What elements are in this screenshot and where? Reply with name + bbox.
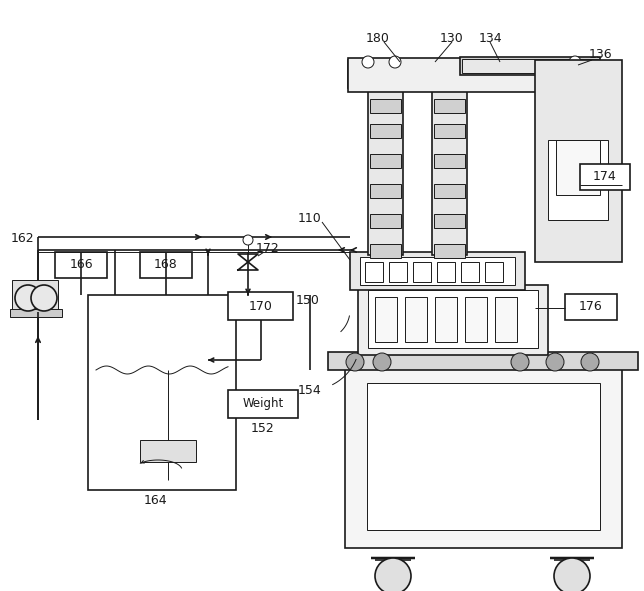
Text: 168: 168 bbox=[154, 258, 178, 271]
Text: 164: 164 bbox=[143, 493, 167, 506]
Bar bbox=[460, 57, 600, 75]
Text: 180: 180 bbox=[366, 31, 390, 44]
Circle shape bbox=[375, 558, 411, 591]
Bar bbox=[434, 244, 465, 258]
Bar bbox=[413, 262, 431, 282]
Circle shape bbox=[385, 63, 395, 73]
Bar bbox=[370, 154, 401, 168]
Text: 136: 136 bbox=[588, 48, 612, 61]
Circle shape bbox=[546, 353, 564, 371]
Bar bbox=[565, 294, 617, 320]
Bar bbox=[55, 252, 107, 278]
Bar bbox=[368, 290, 538, 348]
Bar bbox=[348, 60, 578, 88]
Text: 134: 134 bbox=[478, 31, 502, 44]
Circle shape bbox=[554, 558, 590, 591]
Circle shape bbox=[15, 285, 41, 311]
Circle shape bbox=[362, 56, 374, 68]
Bar bbox=[461, 262, 479, 282]
Bar bbox=[228, 390, 298, 418]
Text: 150: 150 bbox=[296, 294, 320, 307]
Bar bbox=[370, 99, 401, 113]
Bar bbox=[556, 140, 600, 195]
Bar bbox=[88, 295, 236, 490]
Text: Weight: Weight bbox=[242, 398, 283, 411]
Bar bbox=[355, 66, 570, 82]
Bar bbox=[140, 252, 192, 278]
Bar bbox=[434, 214, 465, 228]
Circle shape bbox=[360, 63, 370, 73]
Bar bbox=[580, 164, 630, 190]
Circle shape bbox=[373, 353, 391, 371]
Bar bbox=[434, 184, 465, 198]
Circle shape bbox=[389, 56, 401, 68]
Text: 152: 152 bbox=[251, 421, 275, 434]
Bar bbox=[434, 124, 465, 138]
Bar bbox=[465, 297, 487, 342]
Circle shape bbox=[511, 353, 529, 371]
Text: 166: 166 bbox=[69, 258, 93, 271]
Text: 154: 154 bbox=[298, 384, 322, 397]
Circle shape bbox=[581, 353, 599, 371]
Bar bbox=[328, 352, 638, 370]
Bar bbox=[368, 80, 403, 255]
Bar bbox=[375, 297, 397, 342]
Bar bbox=[535, 60, 622, 262]
Text: 110: 110 bbox=[298, 212, 322, 225]
Bar bbox=[345, 365, 622, 548]
Text: 170: 170 bbox=[249, 300, 273, 313]
Bar bbox=[434, 154, 465, 168]
Text: 130: 130 bbox=[440, 31, 464, 44]
Bar bbox=[370, 244, 401, 258]
Bar bbox=[140, 440, 196, 462]
Bar bbox=[360, 257, 515, 285]
Bar bbox=[367, 383, 600, 530]
Circle shape bbox=[569, 56, 581, 68]
Bar bbox=[370, 214, 401, 228]
Bar bbox=[435, 297, 457, 342]
Bar bbox=[495, 297, 517, 342]
Bar bbox=[350, 252, 525, 290]
Bar bbox=[370, 184, 401, 198]
Bar bbox=[348, 58, 578, 92]
Text: 172: 172 bbox=[256, 242, 280, 255]
Bar bbox=[365, 262, 383, 282]
Bar bbox=[434, 99, 465, 113]
Text: 162: 162 bbox=[10, 232, 34, 245]
Bar bbox=[370, 124, 401, 138]
Bar bbox=[462, 59, 598, 73]
Circle shape bbox=[31, 285, 57, 311]
Bar bbox=[405, 297, 427, 342]
Bar bbox=[389, 262, 407, 282]
Text: 176: 176 bbox=[579, 300, 603, 313]
Bar bbox=[228, 292, 293, 320]
Bar bbox=[12, 280, 58, 312]
Bar bbox=[432, 80, 467, 255]
Bar bbox=[10, 309, 62, 317]
Bar bbox=[358, 285, 548, 355]
Bar bbox=[437, 262, 455, 282]
Circle shape bbox=[346, 353, 364, 371]
Bar bbox=[485, 262, 503, 282]
Bar bbox=[548, 140, 608, 220]
Text: 174: 174 bbox=[593, 170, 617, 183]
Circle shape bbox=[243, 235, 253, 245]
